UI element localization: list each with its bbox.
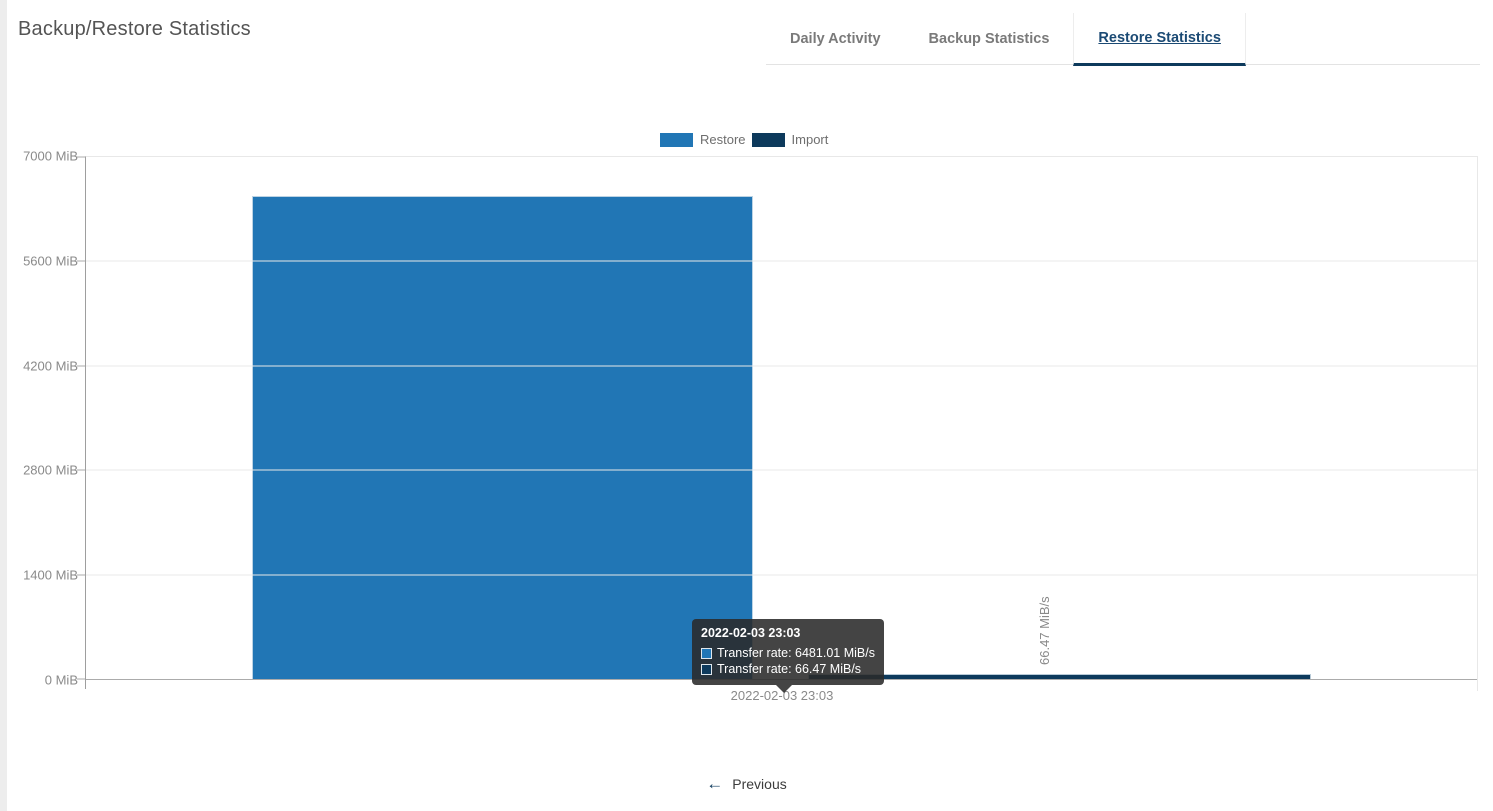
tab-daily-activity[interactable]: Daily Activity (766, 13, 905, 64)
previous-label: Previous (732, 775, 787, 792)
y-tick-label: 1400 MiB (23, 567, 78, 583)
y-axis-labels: 0 MiB 1400 MiB 2800 MiB 4200 MiB 5600 MiB 700… (8, 149, 78, 688)
previous-button[interactable]: ← Previous (706, 775, 786, 792)
x-axis-category-label: 2022-02-03 23:03 (730, 688, 834, 703)
import-legend-swatch (751, 132, 785, 147)
y-tick-mark (77, 260, 85, 262)
import-bar-value-label: 66.47 MiB/s (1037, 596, 1052, 665)
y-tick-label: 7000 MiB (23, 148, 78, 164)
left-arrow-icon: ← (706, 774, 724, 793)
tooltip-import-swatch (701, 663, 712, 675)
y-tick-label: 5600 MiB (23, 253, 78, 269)
chart-legend: Restore Import (660, 132, 828, 147)
y-tick-mark (77, 678, 85, 680)
import-legend-label: Import (791, 132, 829, 147)
tab-backup-statistics[interactable]: Backup Statistics (905, 13, 1074, 64)
y-tick-mark (77, 469, 85, 471)
tab-restore-statistics-label: Restore Statistics (1098, 30, 1221, 46)
tooltip-row-restore: Transfer rate: 6481.01 MiB/s (701, 645, 875, 661)
page-left-edge (0, 0, 7, 811)
restore-legend-swatch (660, 132, 693, 147)
tooltip-caret-icon (776, 685, 792, 693)
plot-area: 66.47 MiB/s 2022-02-03 23:03 (77, 156, 1478, 703)
tab-restore-statistics[interactable]: Restore Statistics (1073, 13, 1246, 66)
tab-bar: Daily Activity Backup Statistics Restore… (766, 13, 1480, 66)
chart-tooltip: 2022-02-03 23:03 Transfer rate: 6481.01 … (692, 619, 884, 693)
y-tick-mark (77, 574, 85, 576)
y-tick-mark (77, 365, 85, 367)
gridline (86, 469, 1477, 471)
tooltip-title: 2022-02-03 23:03 (701, 626, 801, 640)
tooltip-row-import: Transfer rate: 66.47 MiB/s (701, 661, 875, 677)
legend-item-restore[interactable]: Restore (660, 132, 746, 147)
gridline (86, 260, 1477, 262)
page-title: Backup/Restore Statistics (18, 18, 251, 40)
tooltip-restore-swatch (701, 647, 712, 659)
restore-bar[interactable] (252, 195, 753, 679)
tab-daily-activity-label: Daily Activity (790, 30, 881, 47)
gridline (86, 574, 1477, 576)
restore-legend-label: Restore (700, 132, 746, 147)
tab-backup-statistics-label: Backup Statistics (928, 30, 1050, 47)
y-tick-label: 0 MiB (44, 672, 78, 688)
legend-item-import[interactable]: Import (751, 132, 829, 147)
right-border-extension (1477, 679, 1478, 691)
tooltip-restore-text: Transfer rate: 6481.01 MiB/s (717, 646, 875, 660)
y-tick-label: 2800 MiB (23, 462, 78, 478)
gridline (86, 365, 1477, 367)
pagination: ← Previous (0, 775, 1493, 792)
tooltip-import-text: Transfer rate: 66.47 MiB/s (717, 662, 862, 676)
y-axis-line-extension (85, 679, 86, 689)
y-tick-mark (77, 156, 85, 158)
y-tick-label: 4200 MiB (23, 358, 78, 374)
